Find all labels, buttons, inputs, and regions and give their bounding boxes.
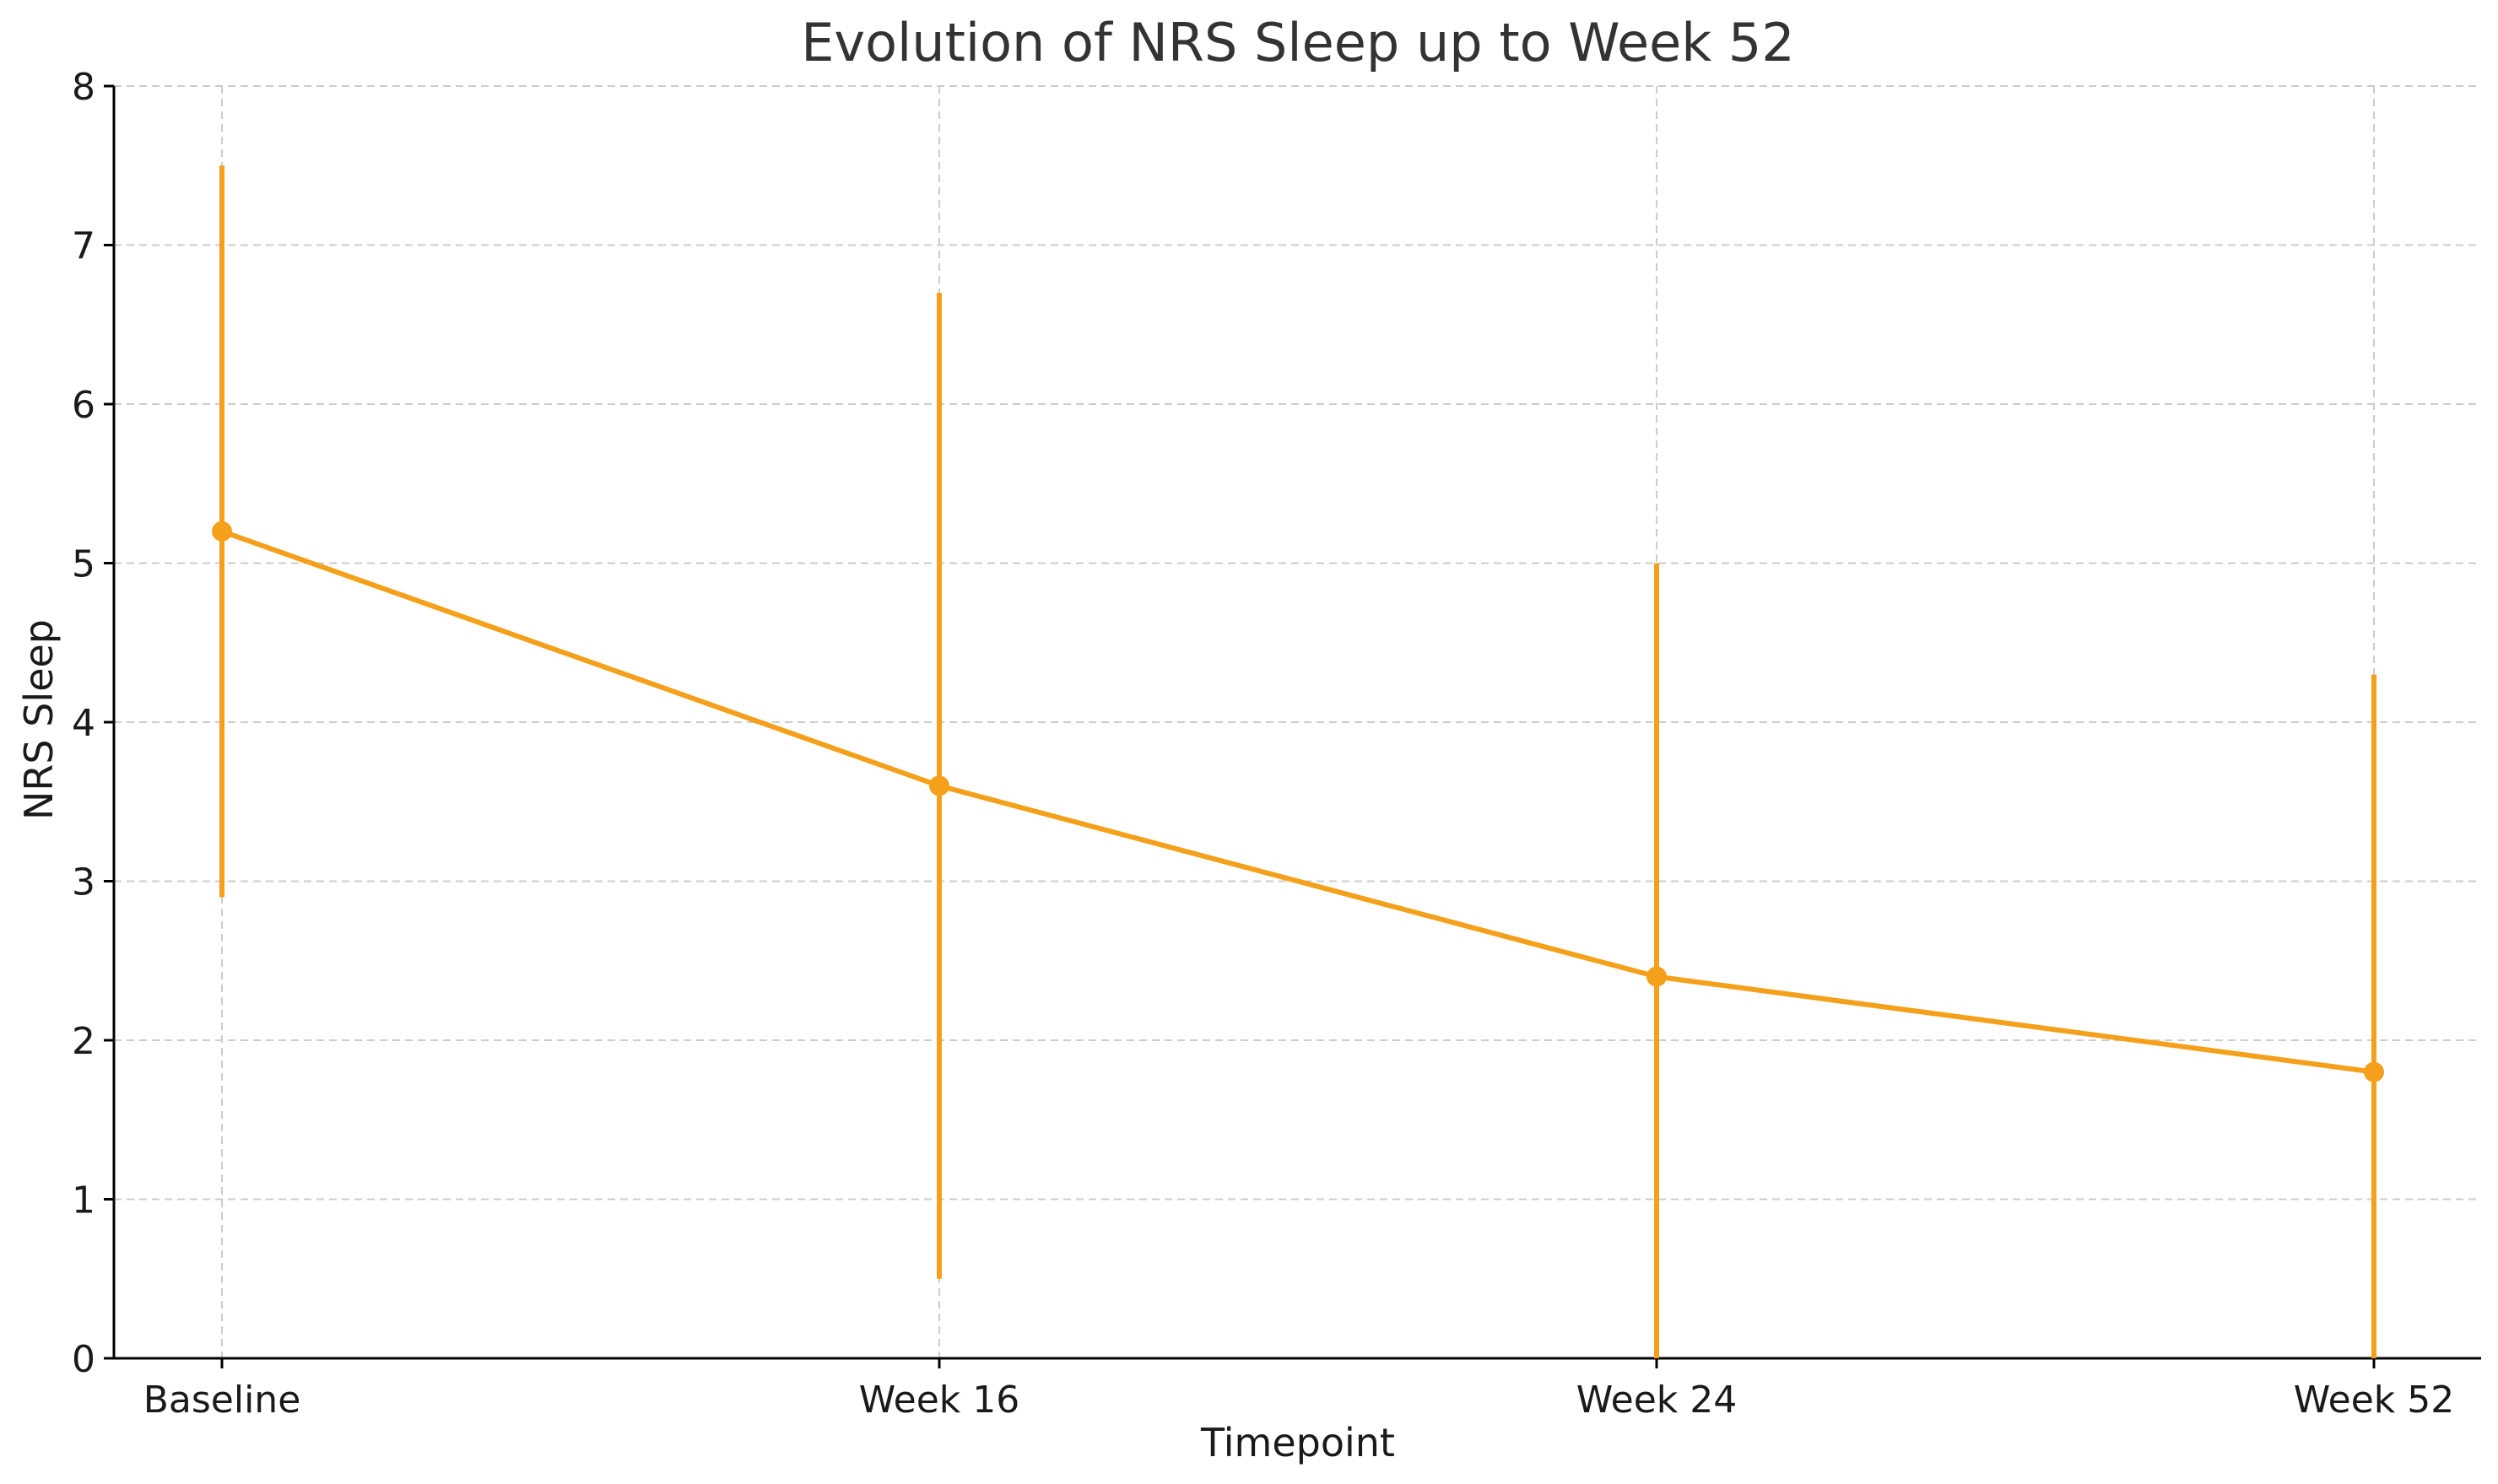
data-point	[929, 775, 949, 796]
y-tick-label: 8	[72, 66, 95, 109]
data-point	[2364, 1061, 2384, 1082]
y-tick-label: 2	[72, 1020, 95, 1063]
y-axis-label: NRS Sleep	[16, 619, 62, 820]
x-tick-label: Week 52	[2294, 1379, 2455, 1422]
x-axis-label: Timepoint	[1200, 1420, 1395, 1465]
data-point	[1646, 966, 1667, 987]
data-point	[212, 521, 232, 542]
x-tick-label: Baseline	[143, 1379, 301, 1422]
series-line	[220, 528, 2375, 1075]
ticks: 0 1 2 3 4 5 6 7 8 Baseline Week 16 Week 24 Week 52	[72, 66, 2454, 1422]
y-tick-label: 7	[72, 225, 95, 268]
x-tick-label: Week 24	[1576, 1379, 1738, 1422]
y-tick-label: 4	[72, 702, 95, 745]
x-tick-label: Week 16	[859, 1379, 1020, 1422]
series	[212, 165, 2384, 1358]
y-tick-label: 0	[72, 1338, 95, 1381]
grid-lines	[114, 85, 2481, 1358]
y-tick-label: 1	[72, 1179, 95, 1222]
y-tick-label: 6	[72, 384, 95, 427]
y-tick-label: 5	[72, 543, 95, 586]
y-tick-label: 3	[72, 861, 95, 904]
chart-title: Evolution of NRS Sleep up to Week 52	[801, 12, 1795, 73]
